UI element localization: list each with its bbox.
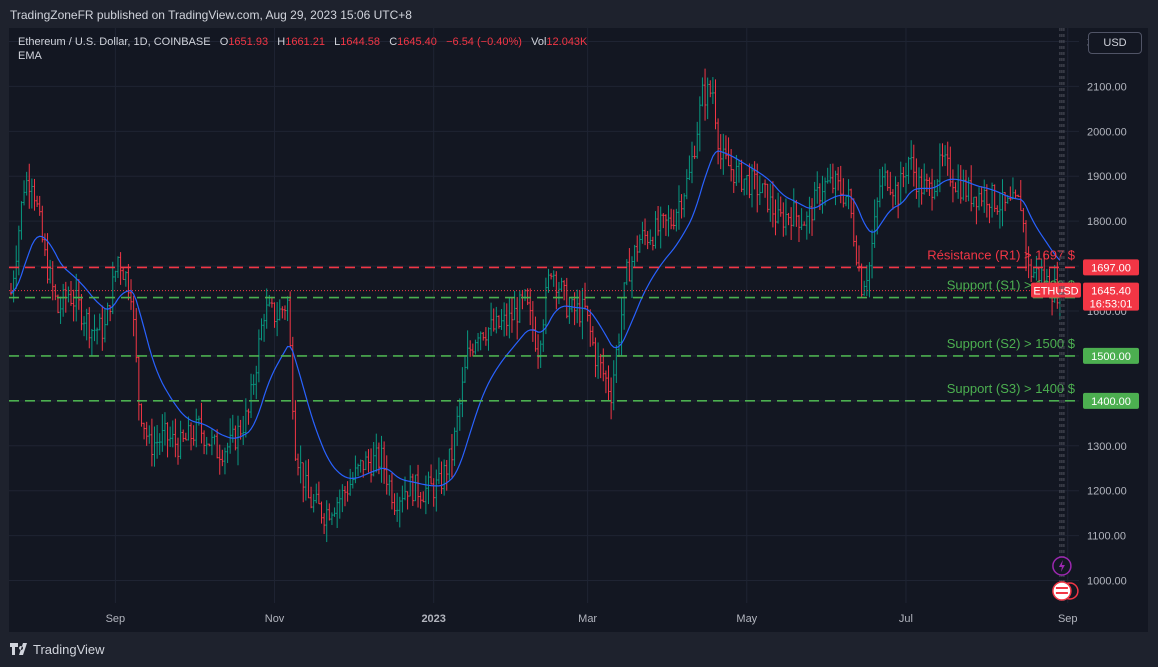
- chart-legend: Ethereum / U.S. Dollar, 1D, COINBASE O16…: [18, 35, 587, 63]
- y-tick-label: 1900.00: [1087, 171, 1127, 183]
- legend-close-value: 1645.40: [397, 36, 437, 48]
- level-label: Support (S3) > 1400 $: [947, 381, 1076, 396]
- legend-close-label: C: [389, 36, 398, 48]
- y-tick-label: 1000.00: [1087, 576, 1127, 588]
- legend-volume-label: Vol: [531, 36, 547, 48]
- last-price-text: 1645.40: [1091, 286, 1131, 298]
- last-price-tag: [1083, 282, 1139, 311]
- legend-change: −6.54 (−0.40%): [446, 36, 522, 48]
- y-tick-label: 1100.00: [1087, 531, 1126, 543]
- legend-indicator-ema[interactable]: EMA: [18, 50, 42, 62]
- x-tick-label: 2023: [421, 613, 445, 625]
- tradingview-logo-icon: [10, 643, 27, 655]
- footer-brand: TradingView: [33, 642, 105, 657]
- level-price-tag: [1083, 347, 1139, 364]
- y-tick-label: 1800.00: [1087, 216, 1127, 228]
- level-price-tag-text: 1697.00: [1091, 262, 1131, 274]
- level-label: Résistance (R1) > 1697 $: [927, 247, 1076, 262]
- y-tick-label: 2100.00: [1087, 81, 1127, 93]
- chart-panel[interactable]: [9, 28, 1148, 632]
- top-bar: TradingZoneFR published on TradingView.c…: [0, 0, 1158, 28]
- x-tick-label: Nov: [265, 613, 285, 625]
- x-tick-label: Sep: [106, 613, 126, 625]
- countdown-text: 16:53:01: [1090, 299, 1133, 311]
- currency-button[interactable]: USD: [1088, 32, 1142, 54]
- x-tick-label: May: [736, 613, 757, 625]
- y-tick-label: 1300.00: [1087, 441, 1127, 453]
- x-tick-label: Jul: [899, 613, 913, 625]
- y-tick-label: 2000.00: [1087, 126, 1127, 138]
- level-price-tag-text: 1500.00: [1091, 351, 1131, 363]
- legend-ohlc-row: Ethereum / U.S. Dollar, 1D, COINBASE O16…: [18, 35, 587, 49]
- legend-open-value: 1651.93: [228, 36, 269, 48]
- footer: TradingView: [0, 632, 1158, 667]
- us-flag-stripe: [1055, 587, 1068, 589]
- level-label: Support (S2) > 1500 $: [947, 336, 1076, 351]
- us-flag-stripe: [1055, 592, 1068, 594]
- level-price-tag: [1083, 259, 1139, 276]
- symbol-tag-text: ETHUSD: [1033, 286, 1078, 298]
- y-tick-label: 1200.00: [1087, 486, 1127, 498]
- level-price-tag-text: 1400.00: [1091, 396, 1131, 408]
- legend-high-label: H: [277, 36, 286, 48]
- x-tick-label: Sep: [1058, 613, 1078, 625]
- lightning-glyph: [1058, 560, 1065, 572]
- legend-symbol[interactable]: Ethereum / U.S. Dollar, 1D, COINBASE: [18, 36, 211, 48]
- level-price-tag: [1083, 392, 1139, 409]
- ema-line[interactable]: [10, 150, 1061, 487]
- x-tick-label: Mar: [578, 613, 597, 625]
- legend-high-value: 1661.21: [285, 36, 325, 48]
- publisher-text: TradingZoneFR published on TradingView.c…: [10, 8, 412, 22]
- us-flag-icon[interactable]: [1052, 581, 1072, 601]
- legend-low-value: 1644.58: [340, 36, 381, 48]
- legend-volume-value: 12.043K: [546, 36, 588, 48]
- price-chart[interactable]: 2200.002100.002000.001900.001800.001700.…: [9, 28, 1148, 632]
- legend-low-label: L: [334, 36, 341, 48]
- legend-open-label: O: [219, 36, 229, 48]
- symbol-tag: [1031, 282, 1081, 298]
